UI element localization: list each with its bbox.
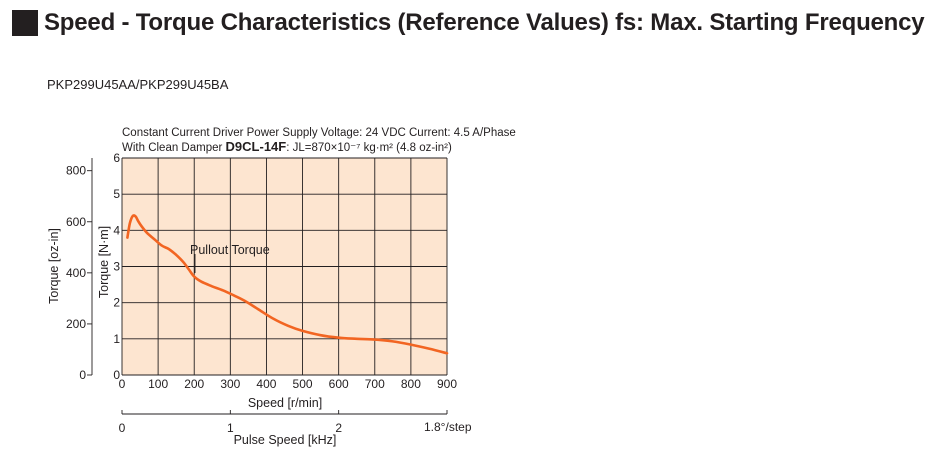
secondary-y-tick-label: 600 <box>66 215 86 229</box>
secondary-y-tick-label: 400 <box>66 266 86 280</box>
y-axis-label: Torque [N·m] <box>97 226 111 298</box>
x-tick-label: 600 <box>329 377 349 391</box>
heading-square-icon <box>12 10 38 36</box>
section-heading: Speed - Torque Characteristics (Referenc… <box>12 8 925 38</box>
x-tick-label: 800 <box>401 377 421 391</box>
secondary-y-tick-label: 800 <box>66 164 86 178</box>
pullout-torque-curve <box>126 214 449 355</box>
conditions-prefix: With Clean Damper <box>122 142 226 154</box>
x-tick-label: 0 <box>119 377 126 391</box>
x-tick-label: 300 <box>220 377 240 391</box>
conditions-line-1: Constant Current Driver Power Supply Vol… <box>122 127 516 139</box>
secondary-y-axis-label: Torque [oz-in] <box>47 228 61 304</box>
x-axis-label: Speed [r/min] <box>248 396 322 410</box>
secondary-y-tick-label: 200 <box>66 317 86 331</box>
model-number: PKP299U45AA/PKP299U45BA <box>47 77 229 92</box>
pullout-torque-annotation: Pullout Torque <box>190 243 270 257</box>
secondary-y-tick-label: 0 <box>79 368 86 382</box>
conditions-suffix: : JL=870×10⁻⁷ kg·m² (4.8 oz-in²) <box>286 142 452 154</box>
y-tick-label: 1 <box>113 332 120 346</box>
secondary-x-tick-label: 2 <box>335 421 342 435</box>
secondary-x-tick-label: 1 <box>227 421 234 435</box>
step-angle-note: 1.8°/step <box>424 420 472 434</box>
x-tick-label: 200 <box>184 377 204 391</box>
x-tick-label: 900 <box>437 377 457 391</box>
page-title: Speed - Torque Characteristics (Referenc… <box>44 9 925 36</box>
y-tick-label: 6 <box>113 151 120 165</box>
y-tick-label: 2 <box>113 296 120 310</box>
x-tick-label: 400 <box>256 377 276 391</box>
x-tick-label: 500 <box>293 377 313 391</box>
x-tick-label: 700 <box>365 377 385 391</box>
y-tick-label: 4 <box>113 223 120 237</box>
y-tick-label: 3 <box>113 260 120 274</box>
x-tick-label: 100 <box>148 377 168 391</box>
x-tick-labels: 0 100 200 300 400 500 600 700 800 900 <box>119 377 458 391</box>
y-tick-labels: 0 1 2 3 4 5 6 <box>113 151 120 382</box>
conditions-line-2: With Clean Damper D9CL-14F: JL=870×10⁻⁷ … <box>122 139 452 154</box>
secondary-x-tick-label: 0 <box>119 421 126 435</box>
y-tick-label: 0 <box>113 368 120 382</box>
pulse-speed-label: Pulse Speed [kHz] <box>234 433 337 447</box>
secondary-x-axis: 0 1 2 <box>119 410 448 435</box>
y-tick-label: 5 <box>113 187 120 201</box>
damper-model: D9CL-14F <box>226 139 287 154</box>
secondary-y-axis: 0 200 400 600 800 <box>66 158 93 382</box>
